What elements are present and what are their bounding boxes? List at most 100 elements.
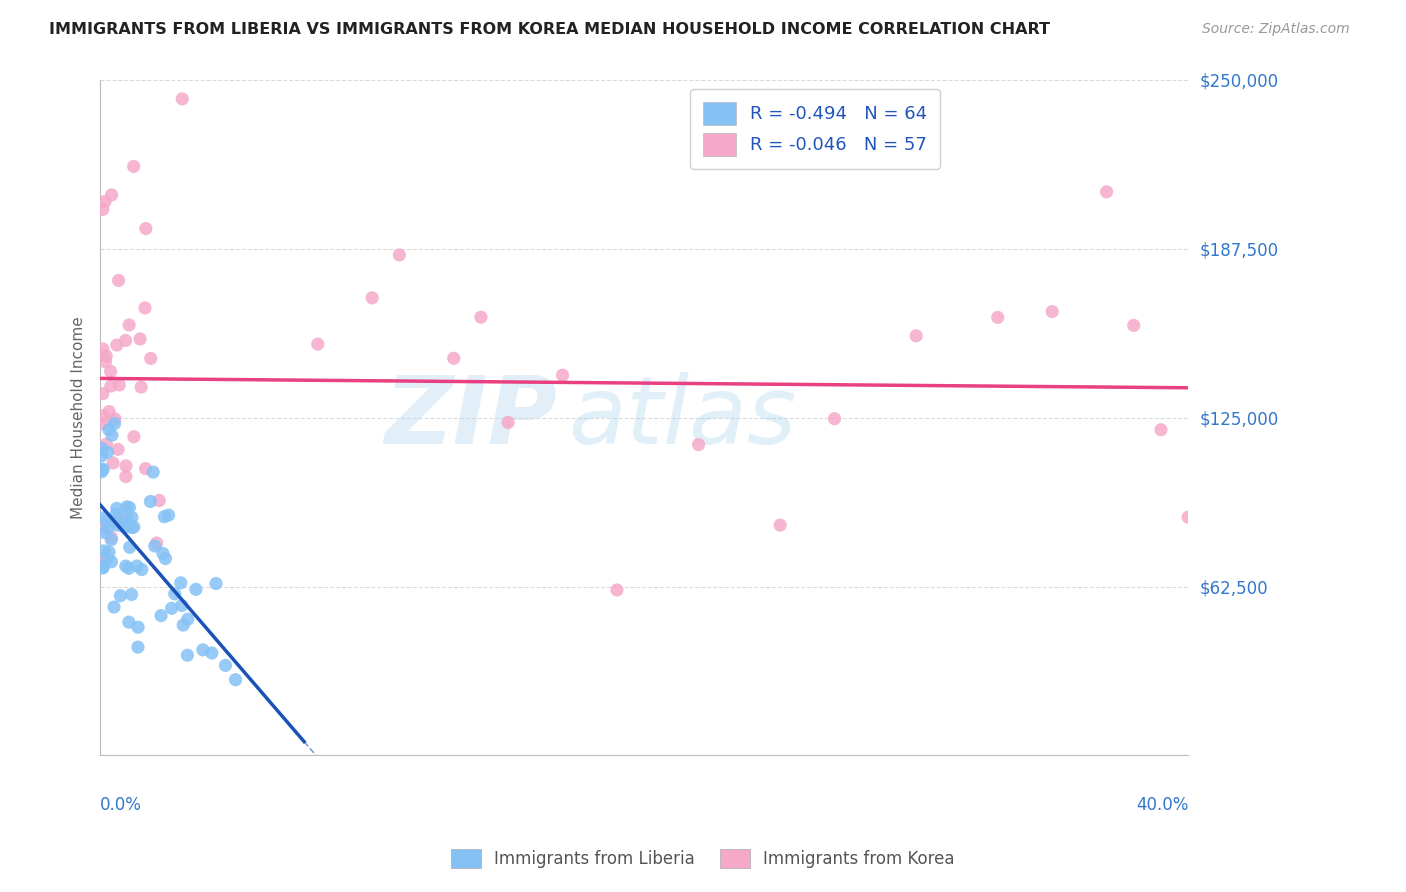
Point bbox=[90, 465, 112, 479]
Point bbox=[127, 620, 149, 634]
Point bbox=[470, 310, 492, 325]
Point bbox=[114, 559, 136, 574]
Text: IMMIGRANTS FROM LIBERIA VS IMMIGRANTS FROM KOREA MEDIAN HOUSEHOLD INCOME CORRELA: IMMIGRANTS FROM LIBERIA VS IMMIGRANTS FR… bbox=[49, 22, 1050, 37]
Point bbox=[100, 555, 122, 569]
Point bbox=[824, 411, 846, 425]
Point bbox=[153, 509, 176, 524]
Point bbox=[93, 525, 115, 540]
Point bbox=[135, 461, 157, 475]
Point bbox=[145, 536, 167, 550]
Point bbox=[115, 469, 138, 483]
Point bbox=[139, 494, 162, 508]
Point bbox=[114, 334, 136, 348]
Point bbox=[139, 351, 162, 366]
Point bbox=[112, 520, 135, 534]
Point bbox=[118, 318, 141, 332]
Point bbox=[100, 379, 122, 393]
Point bbox=[225, 673, 247, 687]
Point bbox=[905, 328, 928, 343]
Point bbox=[103, 417, 125, 431]
Point bbox=[150, 608, 173, 623]
Text: 40.0%: 40.0% bbox=[1136, 796, 1188, 814]
Point bbox=[551, 368, 574, 383]
Point bbox=[105, 508, 128, 522]
Point bbox=[163, 587, 186, 601]
Point bbox=[148, 493, 170, 508]
Point bbox=[110, 517, 132, 532]
Point bbox=[121, 520, 143, 534]
Point bbox=[122, 520, 145, 534]
Y-axis label: Median Household Income: Median Household Income bbox=[72, 317, 86, 519]
Point bbox=[769, 518, 792, 533]
Point bbox=[1095, 185, 1118, 199]
Point bbox=[987, 310, 1010, 325]
Point bbox=[91, 521, 114, 535]
Point bbox=[118, 541, 141, 555]
Point bbox=[108, 377, 131, 392]
Point bbox=[97, 423, 120, 437]
Point bbox=[122, 430, 145, 444]
Point bbox=[201, 646, 224, 660]
Point bbox=[170, 575, 193, 590]
Point bbox=[91, 559, 114, 574]
Point bbox=[100, 533, 122, 547]
Point bbox=[91, 202, 114, 217]
Point bbox=[97, 445, 120, 459]
Point bbox=[1204, 458, 1226, 473]
Point bbox=[118, 500, 141, 515]
Point bbox=[103, 600, 125, 615]
Point bbox=[98, 545, 121, 559]
Point bbox=[129, 380, 152, 394]
Point bbox=[177, 612, 200, 626]
Point bbox=[100, 531, 122, 545]
Point bbox=[127, 640, 149, 654]
Point bbox=[388, 248, 411, 262]
Text: 0.0%: 0.0% bbox=[100, 796, 142, 814]
Point bbox=[91, 550, 114, 565]
Point bbox=[155, 551, 177, 566]
Text: ZIP: ZIP bbox=[384, 372, 557, 464]
Point bbox=[91, 342, 114, 356]
Point bbox=[125, 559, 148, 574]
Point bbox=[96, 349, 118, 363]
Point bbox=[107, 442, 129, 457]
Point bbox=[184, 582, 207, 597]
Point bbox=[103, 515, 125, 529]
Point bbox=[90, 442, 112, 456]
Point bbox=[122, 160, 145, 174]
Point bbox=[496, 416, 519, 430]
Point bbox=[688, 437, 710, 451]
Point bbox=[172, 618, 194, 632]
Point bbox=[90, 462, 112, 476]
Point bbox=[101, 428, 124, 442]
Point bbox=[361, 291, 384, 305]
Point bbox=[108, 512, 131, 526]
Point bbox=[104, 412, 127, 426]
Point bbox=[1177, 510, 1199, 524]
Point bbox=[121, 587, 143, 601]
Point bbox=[91, 561, 114, 575]
Point bbox=[91, 462, 114, 476]
Point bbox=[91, 409, 114, 423]
Point bbox=[101, 456, 124, 470]
Point bbox=[135, 221, 157, 235]
Point bbox=[142, 465, 165, 479]
Point bbox=[131, 563, 153, 577]
Legend: R = -0.494   N = 64, R = -0.046   N = 57: R = -0.494 N = 64, R = -0.046 N = 57 bbox=[690, 89, 939, 169]
Legend: Immigrants from Liberia, Immigrants from Korea: Immigrants from Liberia, Immigrants from… bbox=[444, 843, 962, 875]
Point bbox=[96, 437, 118, 451]
Point bbox=[105, 501, 128, 516]
Point bbox=[176, 648, 198, 663]
Point bbox=[191, 643, 214, 657]
Point bbox=[97, 521, 120, 535]
Point bbox=[115, 458, 138, 473]
Point bbox=[160, 601, 183, 615]
Point bbox=[157, 508, 180, 522]
Point bbox=[1150, 423, 1173, 437]
Point bbox=[93, 544, 115, 558]
Point bbox=[307, 337, 329, 351]
Point bbox=[170, 599, 193, 613]
Point bbox=[606, 582, 628, 597]
Point bbox=[93, 510, 115, 524]
Point bbox=[100, 187, 122, 202]
